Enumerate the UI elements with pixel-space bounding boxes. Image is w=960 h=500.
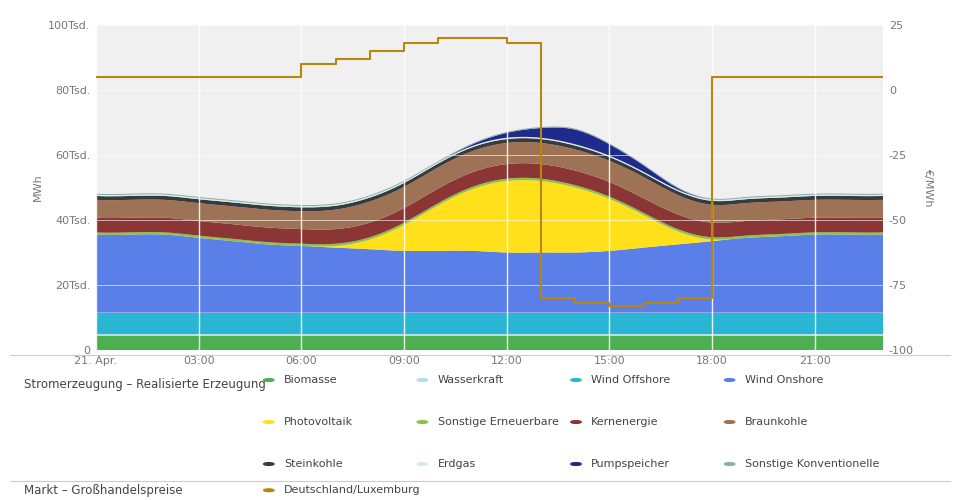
Text: Sonstige Konventionelle: Sonstige Konventionelle	[745, 459, 879, 469]
Text: Braunkohle: Braunkohle	[745, 417, 808, 427]
Text: Deutschland/Luxemburg: Deutschland/Luxemburg	[284, 485, 420, 495]
Text: Pumpspeicher: Pumpspeicher	[591, 459, 670, 469]
Ellipse shape	[571, 462, 581, 466]
Ellipse shape	[571, 420, 581, 424]
Text: Stromerzeugung – Realisierte Erzeugung: Stromerzeugung – Realisierte Erzeugung	[24, 378, 266, 391]
Text: Markt – Großhandelspreise: Markt – Großhandelspreise	[24, 484, 182, 497]
Ellipse shape	[418, 378, 427, 382]
Ellipse shape	[264, 462, 274, 466]
Text: Photovoltaik: Photovoltaik	[284, 417, 353, 427]
Ellipse shape	[418, 420, 427, 424]
Ellipse shape	[571, 378, 581, 382]
Text: Kernenergie: Kernenergie	[591, 417, 659, 427]
Y-axis label: MWh: MWh	[33, 174, 42, 202]
Ellipse shape	[725, 462, 734, 466]
Ellipse shape	[264, 489, 274, 492]
Ellipse shape	[264, 378, 274, 382]
Ellipse shape	[725, 378, 734, 382]
Text: Sonstige Erneuerbare: Sonstige Erneuerbare	[438, 417, 559, 427]
Text: Wasserkraft: Wasserkraft	[438, 375, 504, 385]
Text: Steinkohle: Steinkohle	[284, 459, 343, 469]
Ellipse shape	[725, 420, 734, 424]
Text: Biomasse: Biomasse	[284, 375, 338, 385]
Text: Wind Offshore: Wind Offshore	[591, 375, 671, 385]
Text: Erdgas: Erdgas	[438, 459, 476, 469]
Ellipse shape	[418, 462, 427, 466]
Y-axis label: €/MWh: €/MWh	[924, 168, 933, 207]
Text: Wind Onshore: Wind Onshore	[745, 375, 824, 385]
Ellipse shape	[264, 420, 274, 424]
